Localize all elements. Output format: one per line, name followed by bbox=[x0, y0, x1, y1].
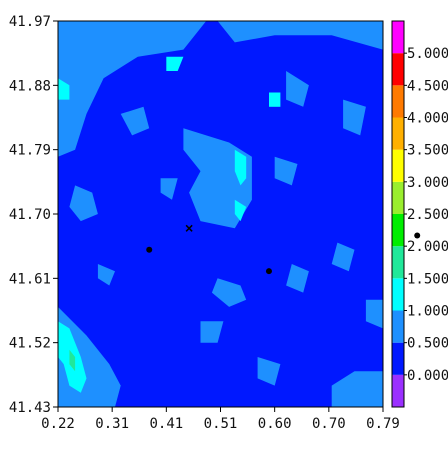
colorbar-tick-label: 1.500 bbox=[407, 271, 448, 287]
colorbar-segment-7 bbox=[392, 181, 404, 214]
contour-region-14 bbox=[286, 264, 309, 293]
data-point-1 bbox=[146, 246, 153, 253]
colorbar-segments bbox=[392, 21, 404, 407]
x-axis: 0.22 0.31 0.41 0.51 0.60 0.70 0.79 bbox=[41, 407, 400, 432]
contour-region-9 bbox=[343, 99, 366, 136]
x-marker-3 bbox=[185, 224, 193, 232]
colorbar-segment-1 bbox=[392, 374, 404, 407]
y-tick-label: 41.97 bbox=[9, 14, 51, 30]
data-point-4 bbox=[414, 232, 421, 239]
contour-region-23 bbox=[166, 56, 184, 71]
contour-region-10 bbox=[274, 156, 298, 186]
contour-region-1 bbox=[58, 21, 207, 157]
x-tick-label: 0.31 bbox=[95, 416, 129, 432]
y-tick-label: 41.43 bbox=[9, 400, 51, 416]
colorbar-tick-label: 2.500 bbox=[407, 207, 448, 223]
y-tick-label: 41.88 bbox=[9, 78, 51, 94]
y-tick-label: 41.79 bbox=[9, 143, 51, 159]
y-axis: 41.97 41.88 41.79 41.70 41.61 41.52 41.43 bbox=[9, 14, 58, 416]
colorbar-segment-12 bbox=[392, 21, 404, 54]
data-point-2 bbox=[265, 268, 272, 275]
colorbar-tick-label: 4.000 bbox=[407, 111, 448, 127]
contour-region-7 bbox=[211, 278, 247, 307]
colorbar-segment-10 bbox=[392, 85, 404, 118]
colorbar-tick-label: 1.000 bbox=[407, 304, 448, 320]
colorbar-segment-6 bbox=[392, 214, 404, 247]
contour-region-25 bbox=[69, 349, 76, 372]
contour-region-3 bbox=[183, 128, 252, 229]
colorbar-tick-label: 0.500 bbox=[407, 336, 448, 352]
contour-region-2 bbox=[217, 21, 383, 50]
colorbar-segment-3 bbox=[392, 310, 404, 343]
colorbar-tick-label: 4.500 bbox=[407, 78, 448, 94]
contour-region-16 bbox=[160, 178, 178, 200]
colorbar-segment-5 bbox=[392, 246, 404, 279]
colorbar-segment-9 bbox=[392, 117, 404, 150]
contour-region-12 bbox=[331, 242, 355, 272]
x-tick-label: 0.70 bbox=[312, 416, 346, 432]
contour-region-20 bbox=[234, 149, 247, 186]
contour-region-5 bbox=[331, 371, 383, 407]
contour-region-13 bbox=[200, 321, 224, 343]
y-tick-label: 41.61 bbox=[9, 271, 51, 287]
colorbar: 0.000 0.500 1.000 1.500 2.000 2.500 3.000 3.500… bbox=[391, 20, 448, 408]
colorbar-segment-11 bbox=[392, 53, 404, 86]
colorbar-tick-label: 3.000 bbox=[407, 175, 448, 191]
contour-layer bbox=[58, 21, 383, 407]
contour-region-8 bbox=[286, 71, 309, 107]
plot-area bbox=[57, 20, 384, 408]
contour-region-21 bbox=[234, 199, 247, 222]
contour-region-18 bbox=[257, 357, 281, 386]
y-tick-label: 41.70 bbox=[9, 207, 51, 223]
colorbar-tick-label: 2.000 bbox=[407, 239, 448, 255]
points-layer bbox=[146, 224, 421, 275]
contour-region-11 bbox=[120, 106, 150, 136]
colorbar-segment-4 bbox=[392, 278, 404, 311]
colorbar-tick-label: 0.000 bbox=[407, 368, 448, 384]
contour-region-24 bbox=[269, 92, 281, 107]
x-tick-label: 0.22 bbox=[41, 416, 75, 432]
y-tick-label: 41.52 bbox=[9, 336, 51, 352]
contour-region-15 bbox=[97, 264, 115, 286]
contour-region-22 bbox=[58, 78, 70, 100]
contour-region-6 bbox=[69, 185, 98, 222]
x-tick-label: 0.79 bbox=[366, 416, 400, 432]
colorbar-tick-label: 5.000 bbox=[407, 46, 448, 62]
x-tick-label: 0.51 bbox=[204, 416, 238, 432]
colorbar-tick-labels: 0.000 0.500 1.000 1.500 2.000 2.500 3.000 3.500… bbox=[404, 46, 448, 384]
colorbar-tick-label: 3.500 bbox=[407, 143, 448, 159]
colorbar-segment-2 bbox=[392, 342, 404, 375]
contour-region-17 bbox=[365, 299, 383, 329]
x-tick-label: 0.60 bbox=[258, 416, 292, 432]
x-tick-label: 0.41 bbox=[149, 416, 183, 432]
colorbar-segment-8 bbox=[392, 149, 404, 182]
